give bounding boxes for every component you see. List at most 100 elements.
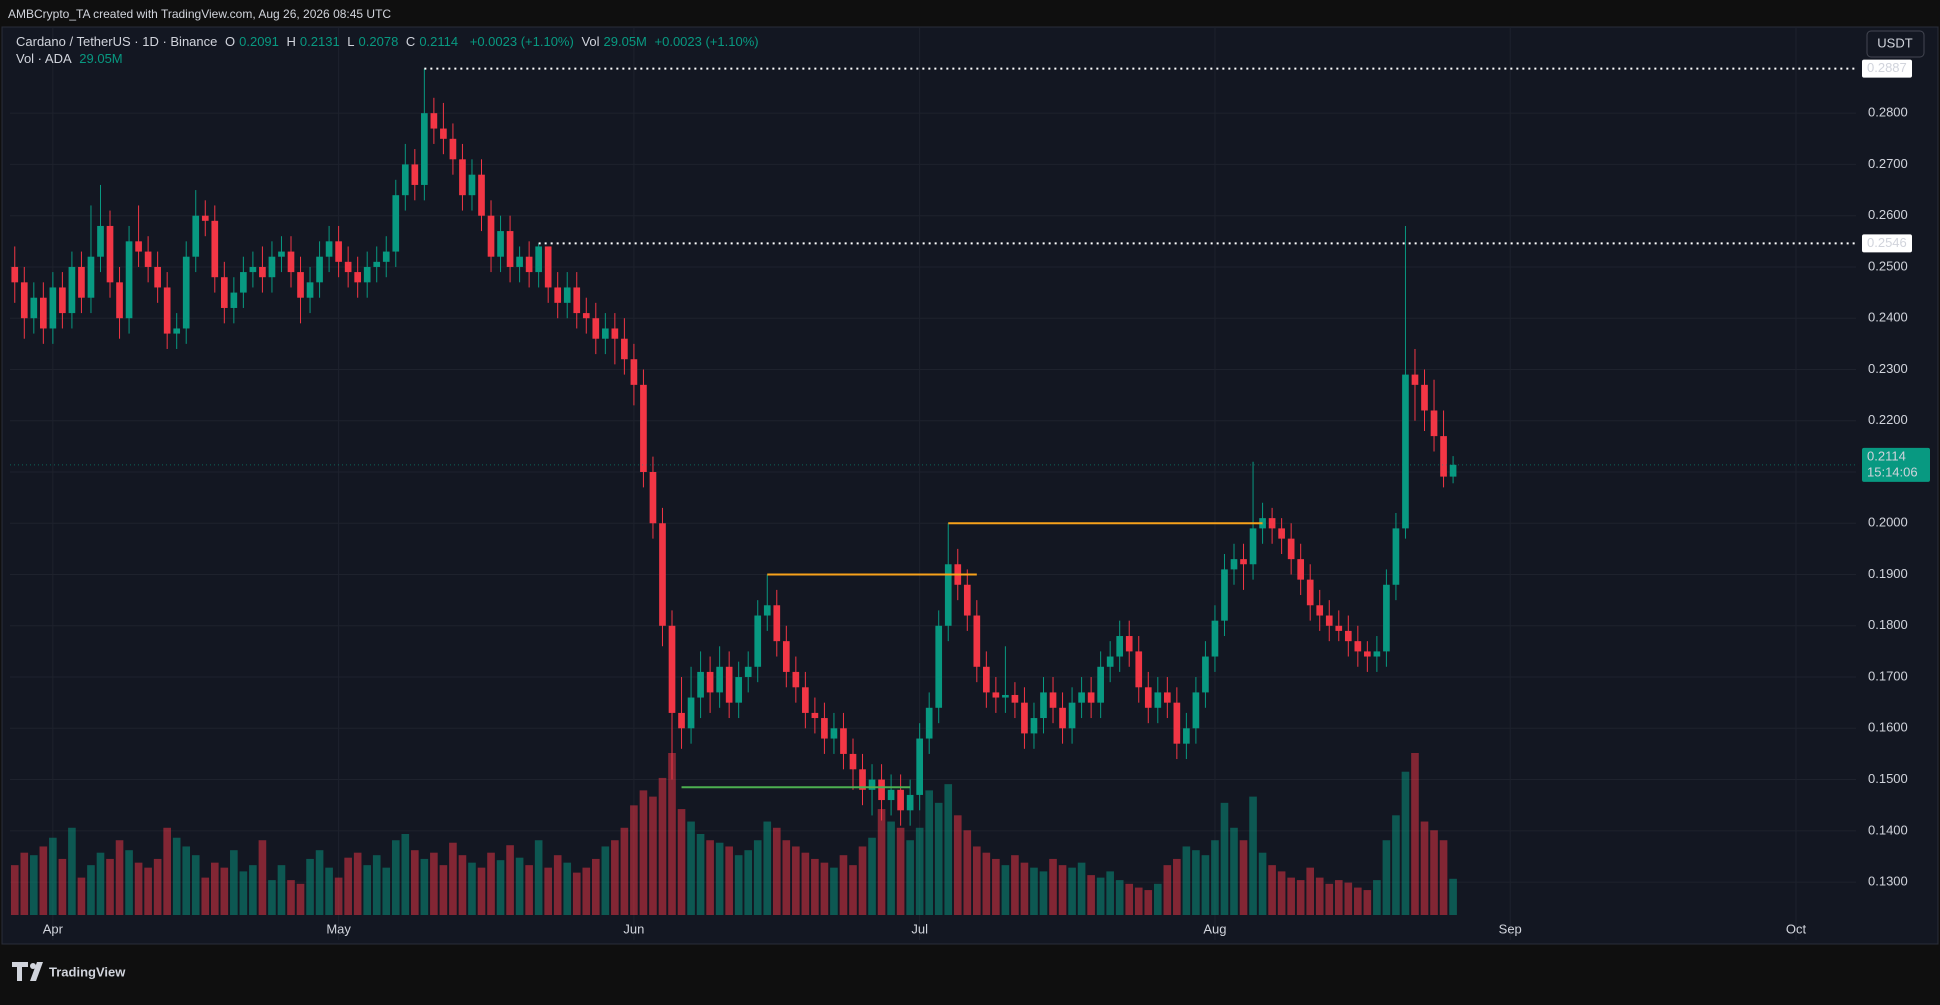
volume-bar <box>1230 827 1238 915</box>
volume-bar <box>868 837 876 915</box>
candle-body <box>916 738 923 795</box>
candle-body <box>821 718 828 739</box>
candle-body <box>1306 579 1314 606</box>
volume-bar <box>58 858 67 915</box>
volume-bar <box>1373 880 1381 915</box>
candle-body <box>392 195 400 252</box>
candle-body <box>249 266 257 273</box>
candle-body <box>1297 559 1305 580</box>
volume-bar <box>182 846 191 915</box>
volume-bar <box>715 842 724 915</box>
candle-body <box>1325 615 1333 626</box>
y-tick-label: 0.2300 <box>1868 361 1908 376</box>
candle-body <box>316 256 323 283</box>
candle-body <box>763 605 771 616</box>
volume-bar <box>1334 880 1343 915</box>
candle-body <box>1049 692 1057 708</box>
candle-body <box>1211 620 1219 657</box>
candle-body <box>497 231 504 257</box>
currency-button[interactable] <box>1866 30 1925 58</box>
volume-bar <box>1020 862 1029 915</box>
candle-body <box>1354 641 1362 652</box>
candle-body <box>1344 630 1352 642</box>
candle-body <box>211 220 219 278</box>
candle-body <box>725 666 733 703</box>
volume-bar <box>630 805 638 915</box>
volume-bar <box>239 871 248 915</box>
legend: Cardano / TetherUS · 1D · Binance O 0.209… <box>16 34 763 49</box>
volume-bar <box>1011 855 1019 915</box>
y-tick-label: 0.1600 <box>1868 720 1908 735</box>
x-tick-label: Aug <box>1203 921 1226 936</box>
volume-bar <box>1249 796 1257 915</box>
candle-body <box>440 128 447 139</box>
candle-body <box>1106 656 1114 667</box>
candle-body <box>1202 656 1209 693</box>
vol-key: Vol <box>581 34 600 49</box>
ohlc-value: 0.2131 <box>299 34 340 49</box>
volume-bar <box>382 867 391 915</box>
volume-bar <box>411 850 419 915</box>
volume-bar <box>706 840 714 915</box>
chart-panel <box>1 26 1939 945</box>
volume-bar <box>649 796 657 915</box>
candle-body <box>630 359 638 385</box>
y-tick-label: 0.1300 <box>1868 874 1908 889</box>
volume-pane <box>10 753 1457 915</box>
volume-bar <box>601 846 610 915</box>
candle-body <box>687 697 695 729</box>
volume-bar <box>315 850 324 915</box>
volume-bar <box>39 846 48 915</box>
candle-body <box>1249 528 1257 565</box>
axes: 0.1300 0.1400 0.1500 0.1600 0.1700 0.1800 0.19… <box>43 59 1930 936</box>
candle-body <box>49 287 57 329</box>
volume-bar <box>639 790 648 915</box>
candle-body <box>973 615 981 667</box>
candle-body <box>1144 687 1152 708</box>
candle-body <box>411 164 419 185</box>
volume-bar <box>1192 850 1200 915</box>
candle-body <box>382 251 390 262</box>
vol-change: +0.0023 (+1.10%) <box>654 34 759 49</box>
grid <box>10 27 1856 940</box>
candle-body <box>1335 625 1343 631</box>
candle-body <box>173 328 181 334</box>
y-tick-label: 0.1400 <box>1868 822 1908 837</box>
volume-bar <box>839 855 848 915</box>
candle-body <box>944 564 952 626</box>
candle-body <box>992 692 1000 698</box>
volume-bar <box>591 858 600 915</box>
currency-label[interactable]: USDT <box>1877 35 1912 50</box>
candle-body <box>154 266 161 288</box>
volume-bar <box>49 837 57 915</box>
volume-bar <box>515 857 524 915</box>
volume-bar <box>287 880 295 915</box>
volume-bar <box>96 852 105 915</box>
price-label-box <box>1862 59 1912 78</box>
candle-body <box>1173 702 1181 744</box>
candle-body <box>506 231 514 267</box>
candle-body <box>668 625 676 713</box>
volume-bar <box>1096 877 1105 915</box>
candle-body <box>811 712 819 719</box>
volume-bar <box>153 858 162 915</box>
volume-bar <box>230 850 238 915</box>
candle-body <box>659 523 666 626</box>
volume-bar <box>553 855 562 915</box>
candle-body <box>1383 584 1390 652</box>
volume-bar <box>1144 890 1153 915</box>
candle-body <box>1154 692 1162 708</box>
candle-body <box>297 272 304 298</box>
candle-body <box>706 671 714 693</box>
candle-body <box>535 246 542 273</box>
y-tick-label: 0.2200 <box>1868 412 1908 427</box>
candle-body <box>1125 636 1133 652</box>
volume-bar <box>1449 878 1457 915</box>
candle-body <box>201 215 209 221</box>
candle-body <box>830 728 838 739</box>
symbol: Cardano / TetherUS · 1D · Binance <box>16 34 218 49</box>
x-tick-label: Sep <box>1499 921 1522 936</box>
volume-bar <box>896 827 905 915</box>
candle-body <box>135 241 142 252</box>
